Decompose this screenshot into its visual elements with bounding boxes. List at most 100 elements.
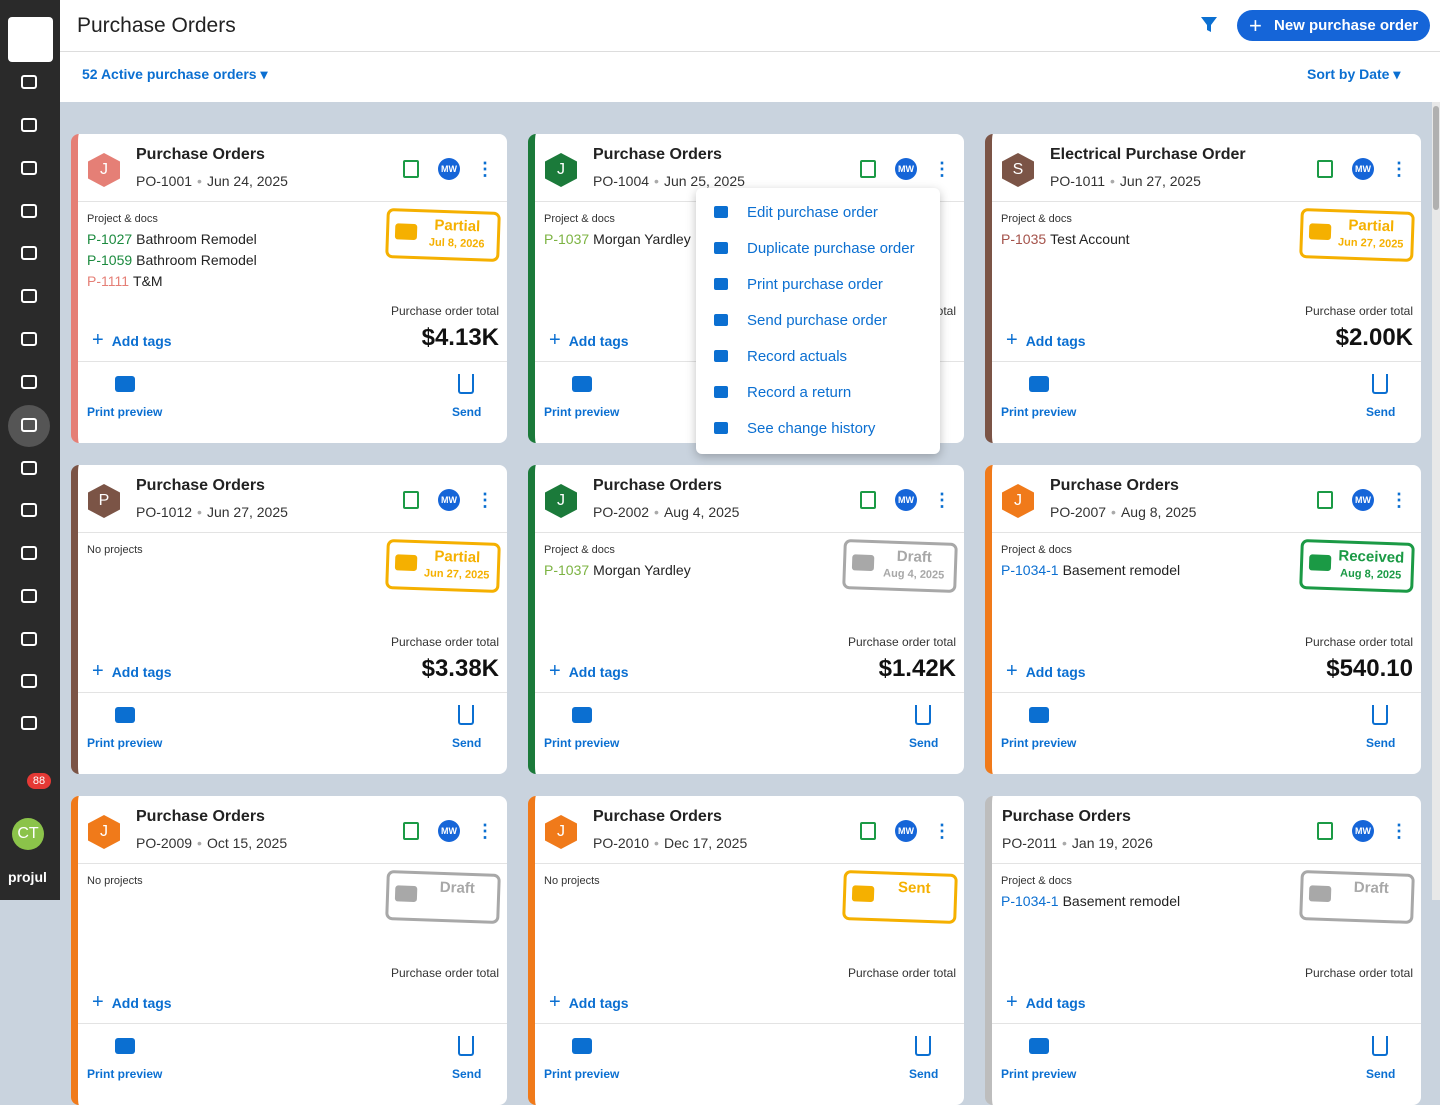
send-icon[interactable] — [1372, 1036, 1388, 1056]
print-icon[interactable] — [572, 1038, 592, 1054]
nav-icon[interactable] — [21, 375, 37, 389]
project-link[interactable]: P-1059 Bathroom Remodel — [87, 252, 257, 268]
print-preview[interactable]: Print preview — [87, 1067, 163, 1081]
kebab[interactable]: ⋮ — [1390, 821, 1408, 841]
send[interactable]: Send — [452, 1067, 482, 1081]
add-tags[interactable]: + Add tags — [92, 329, 172, 351]
send[interactable]: Send — [452, 405, 482, 419]
kebab[interactable]: ⋮ — [1390, 490, 1408, 510]
print-preview[interactable]: Print preview — [544, 1067, 620, 1081]
add-tags[interactable]: + Add tags — [1006, 329, 1086, 351]
print-preview[interactable]: Print preview — [1001, 736, 1077, 750]
send-icon[interactable] — [915, 1036, 931, 1056]
add-tags[interactable]: + Add tags — [549, 329, 629, 351]
add-tags[interactable]: + Add tags — [92, 991, 172, 1013]
nav-icon[interactable] — [21, 461, 37, 475]
po-card[interactable]: J Purchase Orders PO-2007 • Aug 8, 2025 MW ⋮ Pr… — [985, 465, 1421, 774]
print-preview[interactable]: Print preview — [1001, 405, 1077, 419]
add-tags[interactable]: + Add tags — [549, 660, 629, 682]
print-icon[interactable] — [1029, 376, 1049, 392]
nav-icon[interactable] — [21, 589, 37, 603]
send[interactable]: Send — [909, 1067, 939, 1081]
po-card[interactable]: P Purchase Orders PO-1012 • Jun 27, 2025 MW ⋮ N… — [71, 465, 507, 774]
print-preview[interactable]: Print preview — [544, 405, 620, 419]
nav-icon[interactable] — [21, 289, 37, 303]
settings-button[interactable] — [8, 17, 53, 62]
kebab[interactable]: ⋮ — [1390, 159, 1408, 179]
doc-icon[interactable] — [860, 491, 876, 509]
menu-item[interactable]: Record actuals — [747, 348, 848, 365]
new-po-button[interactable]: + New purchase order — [1237, 10, 1430, 41]
po-card[interactable]: J Purchase Orders PO-1001 • Jun 24, 2025 MW ⋮ P… — [71, 134, 507, 443]
nav-icon[interactable] — [21, 546, 37, 560]
send-icon[interactable] — [458, 705, 474, 725]
po-card[interactable]: J Purchase Orders PO-2009 • Oct 15, 2025 MW ⋮ N… — [71, 796, 507, 1105]
nav-icon[interactable] — [21, 716, 37, 730]
menu-item[interactable]: Send purchase order — [747, 312, 888, 329]
print-icon[interactable] — [1029, 1038, 1049, 1054]
doc-icon[interactable] — [403, 491, 419, 509]
add-tags[interactable]: + Add tags — [1006, 660, 1086, 682]
nav-icon[interactable] — [21, 246, 37, 260]
nav-icon[interactable] — [21, 161, 37, 175]
project-link[interactable]: P-1037 Morgan Yardley — [544, 562, 691, 578]
kebab[interactable]: ⋮ — [476, 159, 494, 179]
doc-icon[interactable] — [1317, 491, 1333, 509]
menu-item[interactable]: Duplicate purchase order — [747, 240, 915, 257]
print-preview[interactable]: Print preview — [87, 736, 163, 750]
nav-icon[interactable] — [21, 632, 37, 646]
project-link[interactable]: P-1037 Morgan Yardley — [544, 231, 691, 247]
send[interactable]: Send — [909, 736, 939, 750]
send[interactable]: Send — [452, 736, 482, 750]
kebab[interactable]: ⋮ — [933, 159, 951, 179]
doc-icon[interactable] — [403, 822, 419, 840]
filter-icon[interactable] — [1200, 16, 1218, 34]
send[interactable]: Send — [1366, 1067, 1396, 1081]
add-tags[interactable]: + Add tags — [1006, 991, 1086, 1013]
kebab[interactable]: ⋮ — [933, 821, 951, 841]
po-card[interactable]: S Electrical Purchase Order PO-1011 • Jun 27… — [985, 134, 1421, 443]
send[interactable]: Send — [1366, 405, 1396, 419]
po-card[interactable]: Purchase Orders PO-2011 • Jan 19, 2026 MW ⋮ Pr… — [985, 796, 1421, 1105]
nav-icon[interactable] — [21, 75, 37, 89]
doc-icon[interactable] — [403, 160, 419, 178]
print-icon[interactable] — [115, 707, 135, 723]
menu-item[interactable]: Print purchase order — [747, 276, 883, 293]
print-preview[interactable]: Print preview — [87, 405, 163, 419]
project-link[interactable]: P-1034-1 Basement remodel — [1001, 893, 1180, 909]
project-link[interactable]: P-1035 Test Account — [1001, 231, 1130, 247]
print-icon[interactable] — [572, 376, 592, 392]
send-icon[interactable] — [458, 1036, 474, 1056]
project-link[interactable]: P-1034-1 Basement remodel — [1001, 562, 1180, 578]
nav-icon[interactable] — [21, 503, 37, 517]
print-icon[interactable] — [115, 376, 135, 392]
add-tags[interactable]: + Add tags — [549, 991, 629, 1013]
nav-icon[interactable] — [21, 204, 37, 218]
project-link[interactable]: P-1111 T&M — [87, 273, 163, 289]
send-icon[interactable] — [1372, 705, 1388, 725]
nav-icon[interactable] — [21, 118, 37, 132]
print-icon[interactable] — [115, 1038, 135, 1054]
po-card[interactable]: J Purchase Orders PO-2010 • Dec 17, 2025 MW ⋮ N… — [528, 796, 964, 1105]
menu-item[interactable]: Record a return — [747, 384, 852, 401]
kebab[interactable]: ⋮ — [476, 490, 494, 510]
add-tags[interactable]: + Add tags — [92, 660, 172, 682]
project-link[interactable]: P-1027 Bathroom Remodel — [87, 231, 257, 247]
menu-item[interactable]: See change history — [747, 420, 876, 437]
doc-icon[interactable] — [1317, 822, 1333, 840]
send-icon[interactable] — [915, 705, 931, 725]
print-preview[interactable]: Print preview — [544, 736, 620, 750]
kebab[interactable]: ⋮ — [933, 490, 951, 510]
doc-icon[interactable] — [860, 160, 876, 178]
send[interactable]: Send — [1366, 736, 1396, 750]
po-card[interactable]: J Purchase Orders PO-2002 • Aug 4, 2025 MW ⋮ Pr… — [528, 465, 964, 774]
doc-icon[interactable] — [860, 822, 876, 840]
nav-icon[interactable] — [21, 674, 37, 688]
print-preview[interactable]: Print preview — [1001, 1067, 1077, 1081]
user-avatar[interactable]: CT — [12, 818, 44, 850]
print-icon[interactable] — [572, 707, 592, 723]
doc-icon[interactable] — [1317, 160, 1333, 178]
send-icon[interactable] — [1372, 374, 1388, 394]
sort-dropdown[interactable]: Sort by Date ▾ — [1307, 66, 1401, 82]
filter-dropdown[interactable]: 52 Active purchase orders ▾ — [82, 66, 268, 82]
